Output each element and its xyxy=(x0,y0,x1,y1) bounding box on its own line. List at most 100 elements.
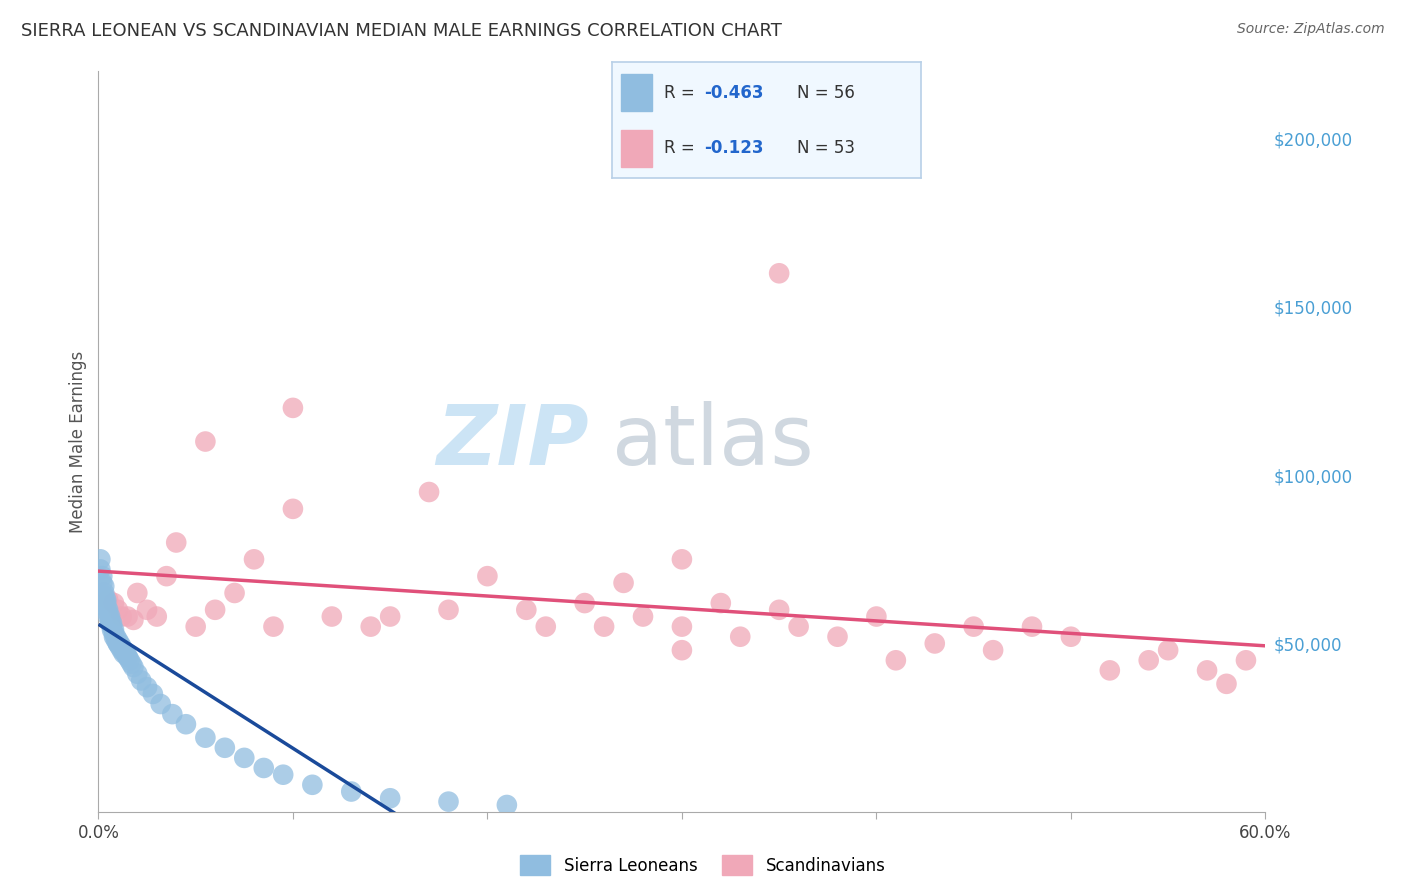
Point xyxy=(103,623,125,637)
Point xyxy=(262,619,284,633)
Point xyxy=(1098,664,1121,678)
Text: -0.463: -0.463 xyxy=(704,84,763,102)
Point xyxy=(962,619,984,633)
Text: R =: R = xyxy=(664,84,700,102)
Point xyxy=(127,666,149,681)
Point xyxy=(671,619,693,633)
Point xyxy=(418,485,440,500)
Point xyxy=(98,613,121,627)
Point xyxy=(787,619,810,633)
Point xyxy=(101,619,124,633)
Point xyxy=(93,579,115,593)
Point xyxy=(96,596,118,610)
Point xyxy=(204,603,226,617)
Point xyxy=(97,609,120,624)
Point xyxy=(91,575,114,590)
Text: Source: ZipAtlas.com: Source: ZipAtlas.com xyxy=(1237,22,1385,37)
Point xyxy=(93,590,115,604)
Point xyxy=(97,606,120,620)
Point xyxy=(321,609,343,624)
Text: -0.123: -0.123 xyxy=(704,139,763,157)
Point xyxy=(89,552,111,566)
Point xyxy=(97,603,120,617)
Point xyxy=(142,687,165,701)
Point xyxy=(360,619,382,633)
Point xyxy=(184,619,207,633)
Point xyxy=(91,569,114,583)
Point xyxy=(97,592,120,607)
Point xyxy=(281,501,304,516)
Point xyxy=(380,609,402,624)
Point xyxy=(103,596,125,610)
Point xyxy=(924,636,946,650)
Bar xyxy=(621,74,652,112)
Point xyxy=(111,640,134,654)
Point xyxy=(117,609,139,624)
Point xyxy=(149,697,172,711)
Point xyxy=(121,657,143,671)
Point xyxy=(146,609,169,624)
Point xyxy=(224,586,246,600)
Text: ZIP: ZIP xyxy=(436,401,589,482)
Point xyxy=(271,767,294,781)
Point xyxy=(162,707,184,722)
Point xyxy=(496,797,519,812)
Point xyxy=(107,633,129,648)
Point xyxy=(122,660,145,674)
Point xyxy=(380,791,402,805)
Point xyxy=(631,609,654,624)
Point xyxy=(1157,643,1180,657)
Point xyxy=(281,401,304,415)
Point xyxy=(710,596,733,610)
Point xyxy=(93,586,115,600)
Text: atlas: atlas xyxy=(612,401,814,482)
Point xyxy=(104,630,127,644)
Point xyxy=(243,552,266,566)
Point xyxy=(214,740,236,755)
Point xyxy=(107,636,129,650)
Point xyxy=(118,653,141,667)
Point xyxy=(437,603,460,617)
Point xyxy=(730,630,752,644)
Point xyxy=(112,647,135,661)
Point xyxy=(233,751,256,765)
Y-axis label: Median Male Earnings: Median Male Earnings xyxy=(69,351,87,533)
Point xyxy=(437,795,460,809)
Point xyxy=(1021,619,1043,633)
Point xyxy=(515,603,537,617)
Point xyxy=(827,630,849,644)
Point xyxy=(112,643,135,657)
Point xyxy=(884,653,907,667)
Point xyxy=(96,592,118,607)
Point xyxy=(593,619,616,633)
Text: R =: R = xyxy=(664,139,700,157)
Point xyxy=(98,616,121,631)
Point xyxy=(101,616,124,631)
Point xyxy=(574,596,596,610)
Point xyxy=(96,599,118,614)
Point xyxy=(114,647,136,661)
Point xyxy=(340,784,363,798)
Point xyxy=(671,643,693,657)
Point xyxy=(107,636,129,650)
Point xyxy=(477,569,499,583)
Point xyxy=(534,619,557,633)
Point xyxy=(1137,653,1160,667)
Point xyxy=(768,603,790,617)
Point xyxy=(671,552,693,566)
Text: SIERRA LEONEAN VS SCANDINAVIAN MEDIAN MALE EARNINGS CORRELATION CHART: SIERRA LEONEAN VS SCANDINAVIAN MEDIAN MA… xyxy=(21,22,782,40)
Text: N = 56: N = 56 xyxy=(797,84,855,102)
Text: N = 53: N = 53 xyxy=(797,139,855,157)
Point xyxy=(111,609,134,624)
Point xyxy=(613,575,636,590)
Point xyxy=(194,731,217,745)
Point xyxy=(89,562,111,576)
Point xyxy=(301,778,323,792)
Point xyxy=(103,630,125,644)
Point xyxy=(165,535,187,549)
Point xyxy=(1195,664,1218,678)
Point xyxy=(865,609,887,624)
Point xyxy=(155,569,177,583)
Point xyxy=(108,636,131,650)
Point xyxy=(103,626,125,640)
